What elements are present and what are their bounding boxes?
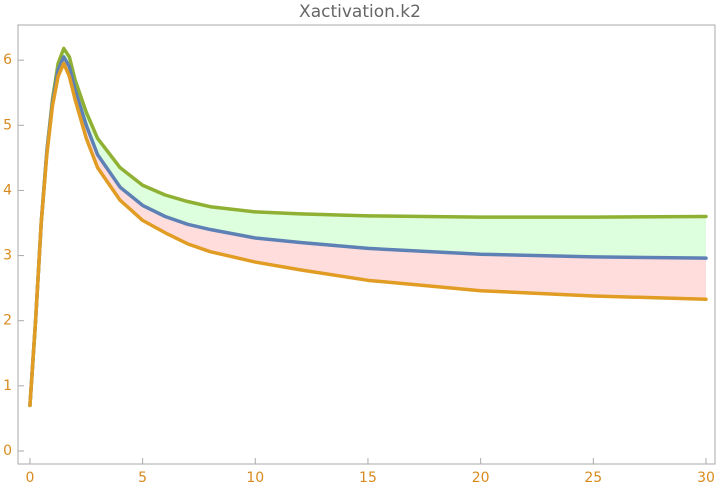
x-tick-label: 20 <box>472 470 490 486</box>
y-tick-label: 0 <box>3 443 12 459</box>
x-tick-label: 0 <box>25 470 34 486</box>
x-tick-label: 25 <box>584 470 602 486</box>
band-fill <box>29 48 706 406</box>
y-tick-label: 1 <box>3 378 12 394</box>
y-tick-label: 4 <box>3 182 12 198</box>
x-tick-label: 15 <box>359 470 377 486</box>
x-tick-label: 30 <box>697 470 715 486</box>
plot-frame <box>17 24 716 465</box>
x-tick-label: 5 <box>138 470 147 486</box>
x-tick-label: 10 <box>246 470 264 486</box>
y-tick-label: 5 <box>3 117 12 133</box>
y-tick-label: 3 <box>3 248 12 264</box>
y-tick-label: 2 <box>3 313 12 329</box>
chart-title: Xactivation.k2 <box>299 2 421 22</box>
y-tick-label: 6 <box>3 52 12 68</box>
series-line <box>28 61 708 408</box>
